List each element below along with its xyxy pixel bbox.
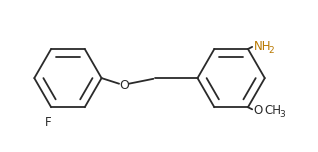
Text: 2: 2 [269,46,274,55]
Text: CH: CH [265,104,281,117]
Text: O: O [253,104,263,117]
Text: 3: 3 [279,110,285,119]
Text: F: F [45,116,52,129]
Text: O: O [119,79,129,92]
Text: NH: NH [254,40,272,53]
